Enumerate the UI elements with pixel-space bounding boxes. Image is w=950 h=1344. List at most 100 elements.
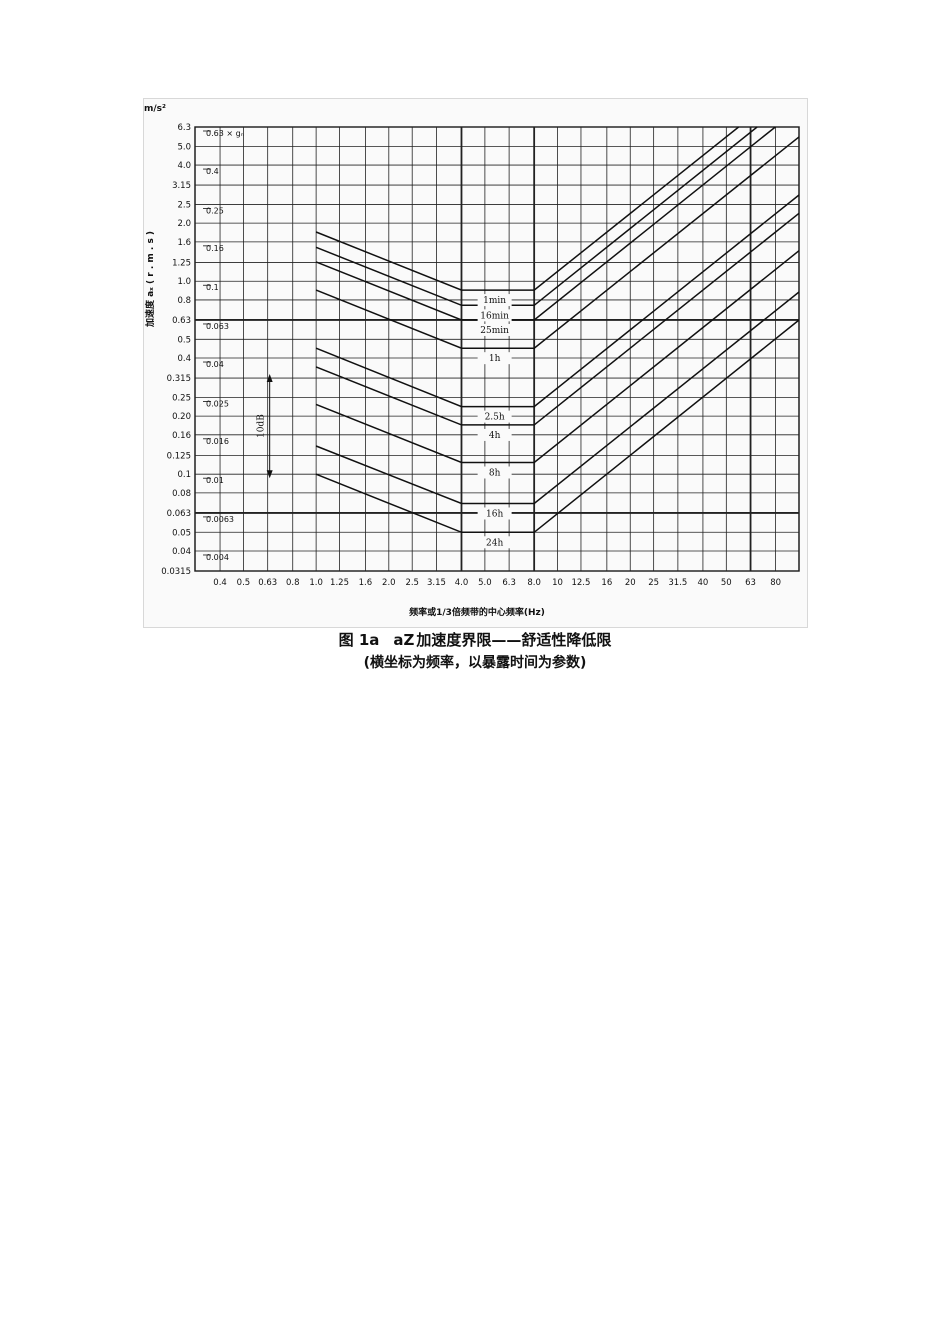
y-tick-label: 0.315 — [167, 374, 191, 384]
g-tick-label: 0.25 — [206, 206, 224, 215]
series-label-bg — [477, 466, 512, 479]
figure-subtitle: (横坐标为频率，以暴露时间为参数) — [363, 655, 587, 671]
g-tick-label: 0.1 — [206, 283, 219, 292]
y-tick-label: 0.16 — [172, 431, 191, 441]
x-tick-label: 0.4 — [213, 578, 227, 588]
g-tick-label: 0.025 — [206, 399, 229, 408]
x-tick-label: 40 — [698, 578, 709, 588]
series-line — [315, 136, 800, 349]
figure-caption: 图 1a aZ 加速度界限——舒适性降低限 — [0, 629, 950, 650]
y-axis-label: 加速度 aₓ ( r . m . s ) — [144, 231, 156, 328]
y-tick-label: 0.04 — [172, 547, 191, 557]
figure-title: 加速度界限——舒适性降低限 — [416, 631, 612, 649]
series-label: 2.5h — [485, 413, 505, 423]
y-tick-label: 0.4 — [177, 354, 191, 364]
series-label: 1h — [489, 354, 501, 364]
y-tick-label: 1.0 — [177, 277, 191, 287]
series-label-bg — [477, 428, 512, 441]
figure-number: 图 1a — [338, 631, 380, 649]
series-line — [315, 319, 800, 534]
x-tick-label: 12.5 — [571, 578, 590, 588]
db-annotation: 10dB — [257, 374, 273, 479]
series-label-bg — [477, 352, 512, 365]
g-tick-label: 0.016 — [206, 437, 229, 446]
y-tick-label: 1.25 — [172, 259, 191, 269]
series-label: 16min — [480, 311, 509, 321]
x-tick-label: 63 — [745, 578, 756, 588]
g-tick-labels: 0.63 × gₙ 0.4 0.25 0.16 0.1 0.063 0.04 0.025 0.0… — [203, 129, 244, 562]
y-tick-label: 1.6 — [177, 238, 191, 248]
x-tick-label: 6.3 — [502, 578, 516, 588]
x-tick-label: 4.0 — [455, 578, 469, 588]
db-arrow-head-down — [266, 470, 273, 479]
y-tick-label: 0.0315 — [161, 567, 191, 577]
y-tick-label: 0.08 — [172, 489, 191, 499]
y-tick-labels: 6.3 5.0 4.0 3.15 2.5 2.0 1.6 1.25 1.0 0.8 0.63 0.5 0… — [161, 123, 191, 577]
g-tick-label: 0.16 — [206, 244, 224, 253]
x-tick-label: 2.0 — [382, 578, 396, 588]
y-tick-label: 0.25 — [172, 393, 191, 403]
x-tick-label: 2.5 — [405, 578, 419, 588]
g-tick-label: 0.004 — [206, 553, 229, 562]
grid — [194, 126, 800, 572]
g-tick-label: 0.063 — [206, 322, 229, 331]
series-label: 24h — [486, 538, 503, 548]
x-tick-label: 8.0 — [527, 578, 541, 588]
x-tick-label: 25 — [648, 578, 659, 588]
series-label-bg — [477, 294, 512, 307]
db-label: 10dB — [257, 414, 267, 438]
y-tick-label: 5.0 — [177, 142, 191, 152]
y-tick-label: 2.0 — [177, 219, 191, 229]
y-tick-label: 0.1 — [177, 470, 191, 480]
x-tick-label: 0.5 — [237, 578, 251, 588]
y-tick-label: 6.3 — [177, 123, 191, 133]
x-tick-label: 5.0 — [478, 578, 492, 588]
x-tick-label: 10 — [552, 578, 563, 588]
x-tick-label: 1.6 — [359, 578, 373, 588]
series-lines — [315, 126, 800, 534]
x-tick-label: 50 — [721, 578, 732, 588]
db-arrow-head-up — [266, 374, 273, 383]
series-label-bg — [477, 309, 512, 322]
series-label: 8h — [489, 468, 501, 478]
x-tick-label: 80 — [770, 578, 781, 588]
y-tick-label: 3.15 — [172, 181, 191, 191]
g-tick-label: 0.01 — [206, 476, 224, 485]
series-line — [315, 250, 800, 464]
x-tick-label: 0.8 — [286, 578, 300, 588]
figure-variable: aZ — [393, 631, 415, 649]
g-tick-label: 0.04 — [206, 360, 224, 369]
x-tick-label: 3.15 — [427, 578, 446, 588]
series-labels: 1min 16min 25min 1h 2.5h 4h 8h 16h 24h — [477, 294, 512, 549]
x-tick-label: 1.25 — [330, 578, 349, 588]
series-line — [315, 291, 800, 505]
series-line — [315, 212, 800, 426]
y-tick-label: 0.05 — [172, 528, 191, 538]
series-label: 1min — [483, 296, 506, 306]
series-label-bg — [477, 323, 512, 336]
series-line — [315, 126, 740, 291]
g-tick-label: 0.4 — [206, 167, 219, 176]
plot-border — [194, 126, 800, 572]
series-label: 25min — [480, 326, 509, 336]
series-label-bg — [477, 536, 512, 549]
y-tick-label: 0.063 — [167, 509, 191, 519]
g-tick-label: 0.63 × gₙ — [206, 129, 244, 138]
series-line — [315, 194, 800, 408]
series-label: 4h — [489, 431, 501, 441]
chart-svg: 6.35.04.03.152.52.01.61.251.00.80.630.50… — [144, 104, 800, 618]
x-tick-labels: 0.4 0.5 0.63 0.8 1.0 1.25 1.6 2.0 2.5 3.15 4.0 5.0 6… — [213, 578, 781, 588]
g-tick-label: 0.0063 — [206, 515, 234, 524]
y-tick-label: 0.8 — [177, 296, 191, 306]
x-tick-label: 1.0 — [309, 578, 323, 588]
y-tick-label: 0.63 — [172, 316, 191, 326]
y-axis-unit: m/s² — [144, 104, 166, 114]
x-tick-label: 31.5 — [668, 578, 687, 588]
chart-figure: 6.3 5.0 4.0 3.15 2.5 2.0 1.6 1.25 1.0 0.8 0.63 0.5 0… — [143, 98, 808, 628]
x-tick-label: 0.63 — [258, 578, 277, 588]
y-tick-label: 0.125 — [167, 451, 191, 461]
y-tick-label: 0.20 — [172, 412, 191, 422]
series-label-bg — [477, 410, 512, 423]
x-tick-label: 16 — [601, 578, 612, 588]
x-axis-label: 频率或1/3倍频带的中心频率(Hz) — [409, 606, 545, 618]
